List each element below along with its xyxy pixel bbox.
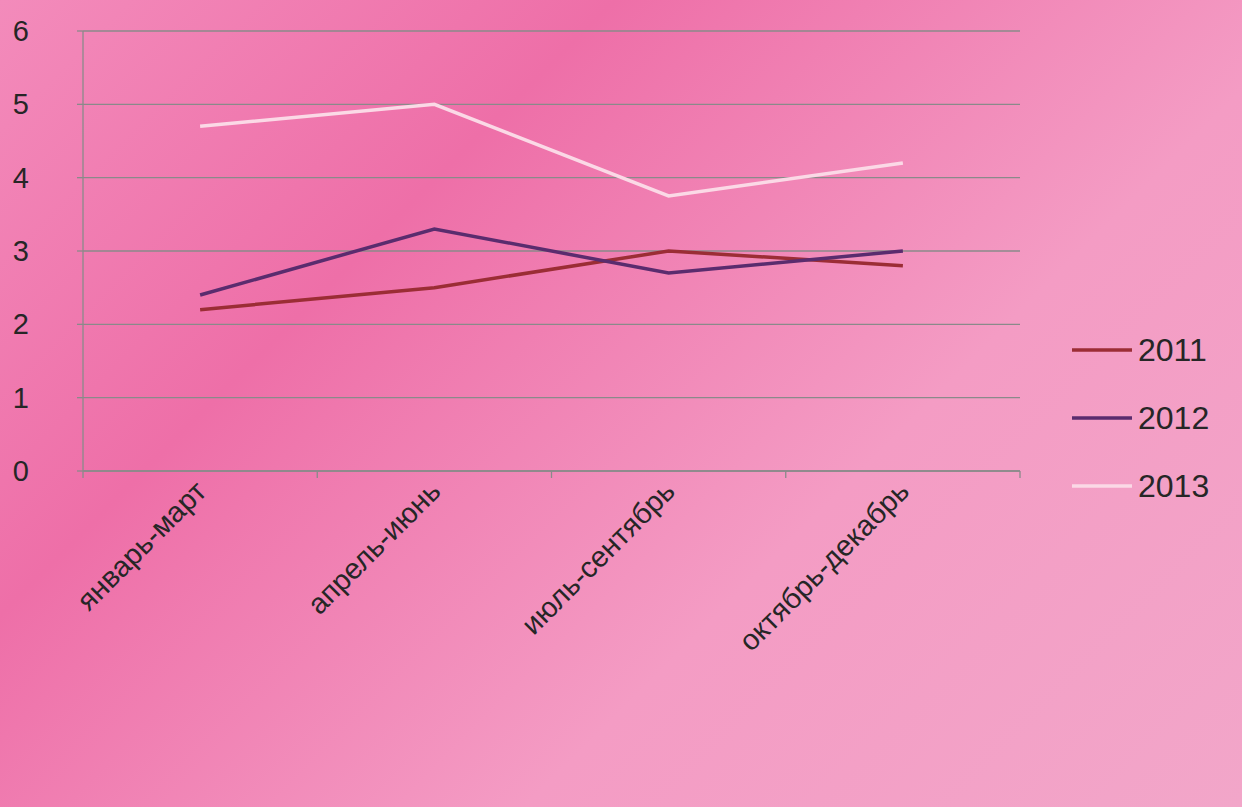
- y-tick: [77, 250, 83, 251]
- grid-line: [83, 104, 1020, 105]
- x-tick: [785, 471, 786, 478]
- y-tick: [77, 324, 83, 325]
- y-tick-label: 5: [13, 88, 29, 120]
- legend-label: 2011: [1138, 332, 1207, 368]
- grid-line: [83, 30, 1020, 31]
- y-tick-label: 2: [13, 308, 29, 340]
- x-tick: [1019, 471, 1020, 478]
- legend-label: 2013: [1138, 468, 1209, 504]
- grid-line: [83, 397, 1020, 398]
- x-tick-label: октябрь-декабрь: [733, 475, 915, 657]
- x-tick-label: январь-март: [70, 475, 212, 617]
- series-line: [200, 104, 903, 196]
- y-tick-label: 3: [13, 235, 29, 267]
- plot-area: [200, 104, 903, 309]
- y-tick: [77, 177, 83, 178]
- x-tick-label: апрель-июнь: [301, 475, 447, 621]
- series-line: [200, 229, 903, 295]
- legend-label: 2012: [1138, 400, 1209, 436]
- x-tick: [317, 471, 318, 478]
- y-tick-label: 1: [13, 382, 29, 414]
- page: {"chart_data": {"type": "line", "categor…: [0, 0, 1242, 807]
- y-axis: [82, 31, 83, 471]
- legend-swatch: [1072, 348, 1132, 352]
- y-tick-label: 4: [13, 162, 29, 194]
- y-tick-label: 6: [13, 15, 29, 47]
- y-tick-label: 0: [13, 455, 29, 487]
- grid-line: [83, 177, 1020, 178]
- y-tick: [77, 104, 83, 105]
- x-tick: [82, 471, 83, 478]
- grid-line: [83, 324, 1020, 325]
- y-tick: [77, 470, 83, 471]
- y-tick: [77, 30, 83, 31]
- legend-swatch: [1072, 416, 1132, 420]
- y-tick: [77, 397, 83, 398]
- x-tick-label: июль-сентябрь: [515, 475, 681, 641]
- x-tick: [551, 471, 552, 478]
- legend-swatch: [1072, 484, 1132, 488]
- chart: 0 1 2 3 4 5 6 январь-март апрель-июнь июль-сентяб…: [0, 0, 1242, 807]
